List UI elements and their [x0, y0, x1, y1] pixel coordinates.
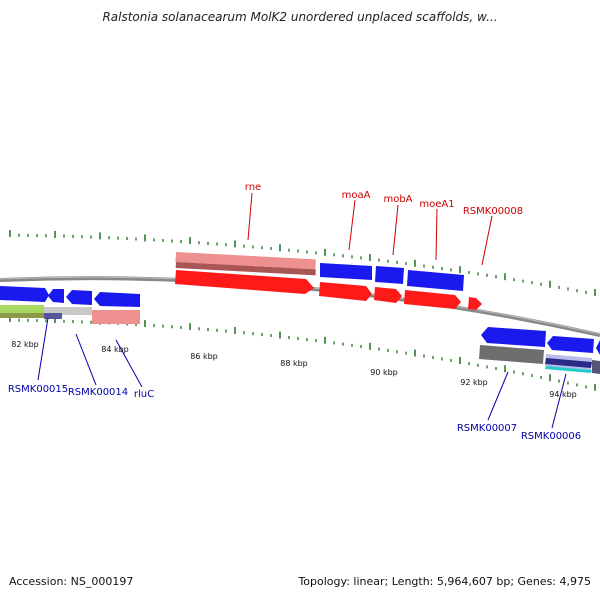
- scale-label: 90 kbp: [370, 368, 398, 377]
- gene-arrow-reverse[interactable]: [48, 289, 64, 303]
- page-title: Ralstonia solanacearum MolK2 unordered u…: [102, 10, 498, 24]
- gene-bar-green[interactable]: [0, 305, 44, 313]
- gene-arrow-forward-moaA[interactable]: [319, 282, 372, 301]
- gene-label-moaA[interactable]: moaA: [342, 190, 371, 201]
- scale-label: 94 kbp: [549, 390, 577, 399]
- gene-arrow-forward-mobA[interactable]: [374, 287, 402, 303]
- gene-bar-grey[interactable]: [44, 307, 92, 315]
- gene-label-RSMK00007[interactable]: RSMK00007: [457, 423, 517, 434]
- scale-label: 92 kbp: [460, 378, 488, 387]
- gene-bar-slate[interactable]: [592, 360, 600, 374]
- accession-text: Accession: NS_000197: [9, 575, 134, 588]
- gene-bar-navy[interactable]: [44, 313, 62, 319]
- upper-leaders: [247, 192, 493, 266]
- scale-label: 84 kbp: [101, 345, 129, 354]
- upper-gene-track: [175, 252, 482, 310]
- gene-label-mobA[interactable]: mobA: [383, 194, 412, 205]
- gene-bar-cyan-RSMK00006[interactable]: [545, 366, 592, 373]
- gene-bar-rne-shadow: [175, 262, 316, 276]
- gene-label-moeA1[interactable]: moeA1: [419, 199, 454, 210]
- gene-arrow-forward-moeA1[interactable]: [404, 290, 461, 309]
- gene-bar-navy-RSMK00006[interactable]: [545, 358, 592, 368]
- gene-label-RSMK00006[interactable]: RSMK00006: [521, 431, 581, 442]
- scale-label: 86 kbp: [190, 352, 218, 361]
- gene-label-RSMK00015[interactable]: RSMK00015: [8, 384, 68, 395]
- gene-arrow-reverse[interactable]: [375, 266, 404, 284]
- gene-label-RSMK00014[interactable]: RSMK00014: [68, 387, 128, 398]
- scale-label: 82 kbp: [11, 340, 39, 349]
- lower-leaders: [37, 317, 567, 429]
- gene-arrow-reverse[interactable]: [596, 340, 600, 355]
- gene-bar-grey-RSMK00007[interactable]: [479, 345, 544, 364]
- gene-arrow-reverse[interactable]: [547, 336, 594, 353]
- gene-arrow-reverse[interactable]: [0, 286, 49, 302]
- tick-row-lower: [9, 315, 596, 391]
- gene-arrow-forward-rne[interactable]: [175, 270, 314, 294]
- genome-stats-text: Topology: linear; Length: 5,964,607 bp; …: [298, 575, 591, 588]
- gene-arrow-reverse[interactable]: [66, 290, 92, 305]
- tick-row-upper: [9, 230, 596, 297]
- gene-label-rne[interactable]: rne: [245, 182, 261, 193]
- gene-bar-olive[interactable]: [0, 313, 44, 318]
- gene-arrow-reverse[interactable]: [320, 263, 372, 280]
- gene-arrow-forward-RSMK00008[interactable]: [468, 297, 482, 310]
- gene-arrow-reverse[interactable]: [407, 270, 464, 291]
- gene-arrow-reverse[interactable]: [481, 327, 546, 347]
- scale-labels: 82 kbp 84 kbp 86 kbp 88 kbp 90 kbp 92 kb…: [11, 340, 577, 399]
- gene-bar-rne-upper[interactable]: [175, 252, 316, 270]
- gene-arrow-reverse[interactable]: [94, 292, 140, 307]
- scale-label: 88 kbp: [280, 359, 308, 368]
- gene-label-RSMK00008[interactable]: RSMK00008: [463, 206, 523, 217]
- right-gene-track: [479, 327, 600, 374]
- gene-bar-pink[interactable]: [92, 310, 140, 324]
- gene-label-rluC[interactable]: rluC: [134, 389, 154, 400]
- left-gene-track: [0, 286, 140, 324]
